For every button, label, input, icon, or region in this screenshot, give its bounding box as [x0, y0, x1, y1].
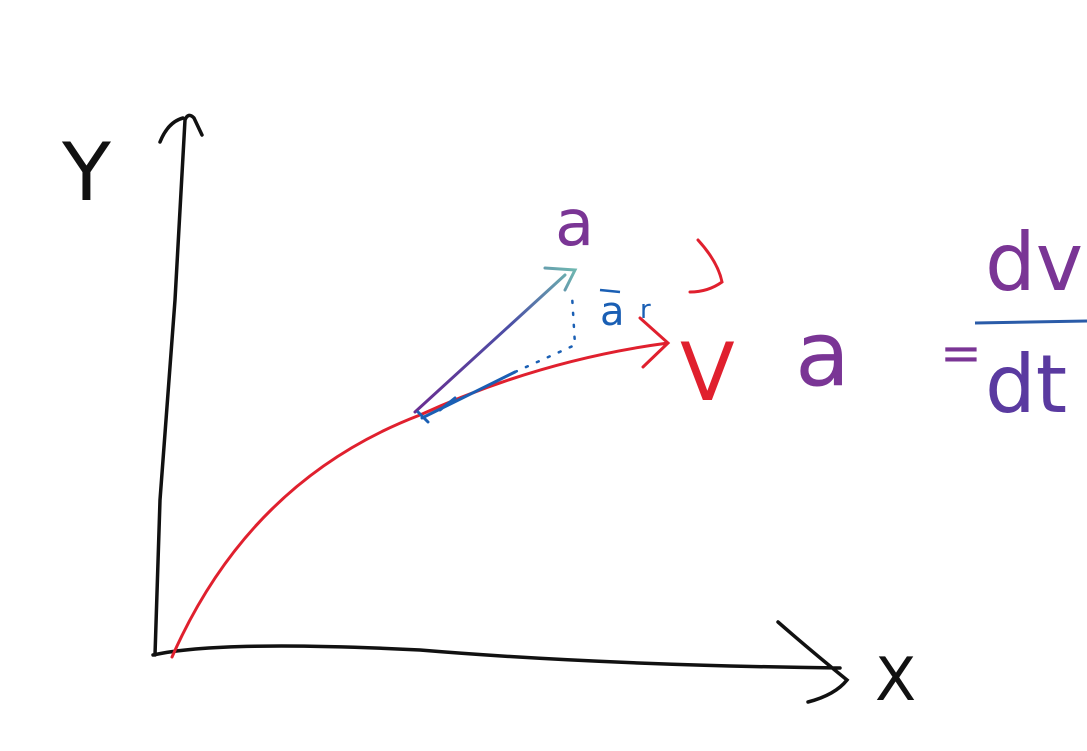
vector-arrow-mark	[599, 288, 621, 294]
bracket	[688, 238, 724, 294]
equation-lhs: a	[795, 302, 850, 407]
acceleration-vector	[413, 266, 578, 414]
x-label: X	[875, 645, 916, 715]
x-axis	[151, 620, 850, 704]
radial-label: a	[600, 289, 625, 335]
projection-dots	[513, 293, 577, 374]
equation-equals: =	[940, 324, 982, 382]
velocity-curve	[170, 316, 671, 659]
equation-numerator: dv	[985, 216, 1083, 309]
velocity-label: V	[680, 326, 735, 419]
fraction-bar	[974, 319, 1087, 325]
acceleration-label: a	[555, 187, 594, 261]
radial-vector	[416, 370, 517, 424]
y-axis	[153, 113, 204, 657]
equation-denominator: dt	[985, 338, 1067, 431]
y-label: Y	[61, 126, 112, 219]
radial-subscript: r	[640, 295, 651, 325]
